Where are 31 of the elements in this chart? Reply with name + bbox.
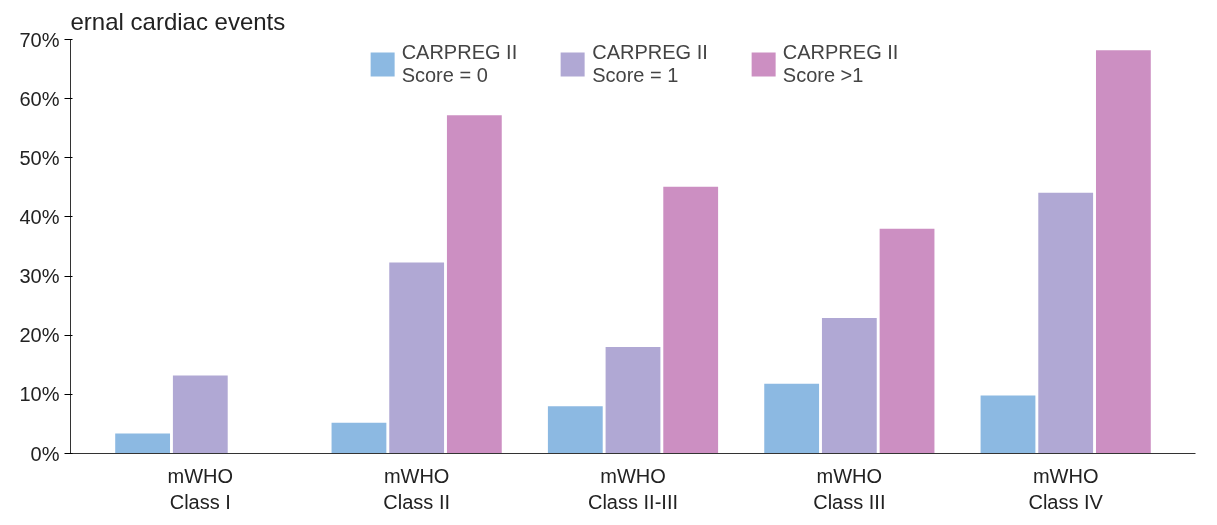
bar [331, 422, 387, 454]
x-tick-label: mWHO Class IV [1028, 464, 1104, 513]
x-tick-label: mWHO Class III [813, 464, 886, 513]
bar [547, 406, 603, 454]
legend-label: CARPREG II Score >1 [782, 41, 899, 87]
bar [980, 395, 1036, 454]
y-tick-label: 20% [19, 324, 60, 347]
y-tick-label: 40% [19, 205, 60, 228]
x-tick-label: mWHO Class II [383, 464, 450, 513]
bar [115, 433, 171, 454]
bar [605, 347, 661, 454]
bar [764, 383, 820, 454]
y-tick-label: 30% [19, 265, 60, 288]
y-tick-label: 60% [19, 87, 60, 110]
y-tick-label: 10% [19, 383, 60, 406]
legend-label: CARPREG II Score = 1 [592, 41, 708, 87]
bar [172, 375, 228, 454]
y-tick-label: 0% [30, 442, 60, 465]
x-tick-label: mWHO Class II-III [588, 464, 679, 513]
bar [821, 318, 877, 454]
bar [1038, 192, 1094, 454]
bar [389, 262, 445, 454]
bar [446, 115, 502, 454]
chart-title: ernal cardiac events [70, 7, 286, 35]
y-tick-label: 50% [19, 146, 60, 169]
y-tick-label: 70% [19, 28, 60, 51]
bar [879, 228, 935, 454]
legend-label: CARPREG II Score = 0 [401, 41, 518, 87]
x-tick-label: mWHO Class I [167, 464, 234, 513]
bar [1095, 50, 1151, 454]
bar [663, 186, 719, 454]
